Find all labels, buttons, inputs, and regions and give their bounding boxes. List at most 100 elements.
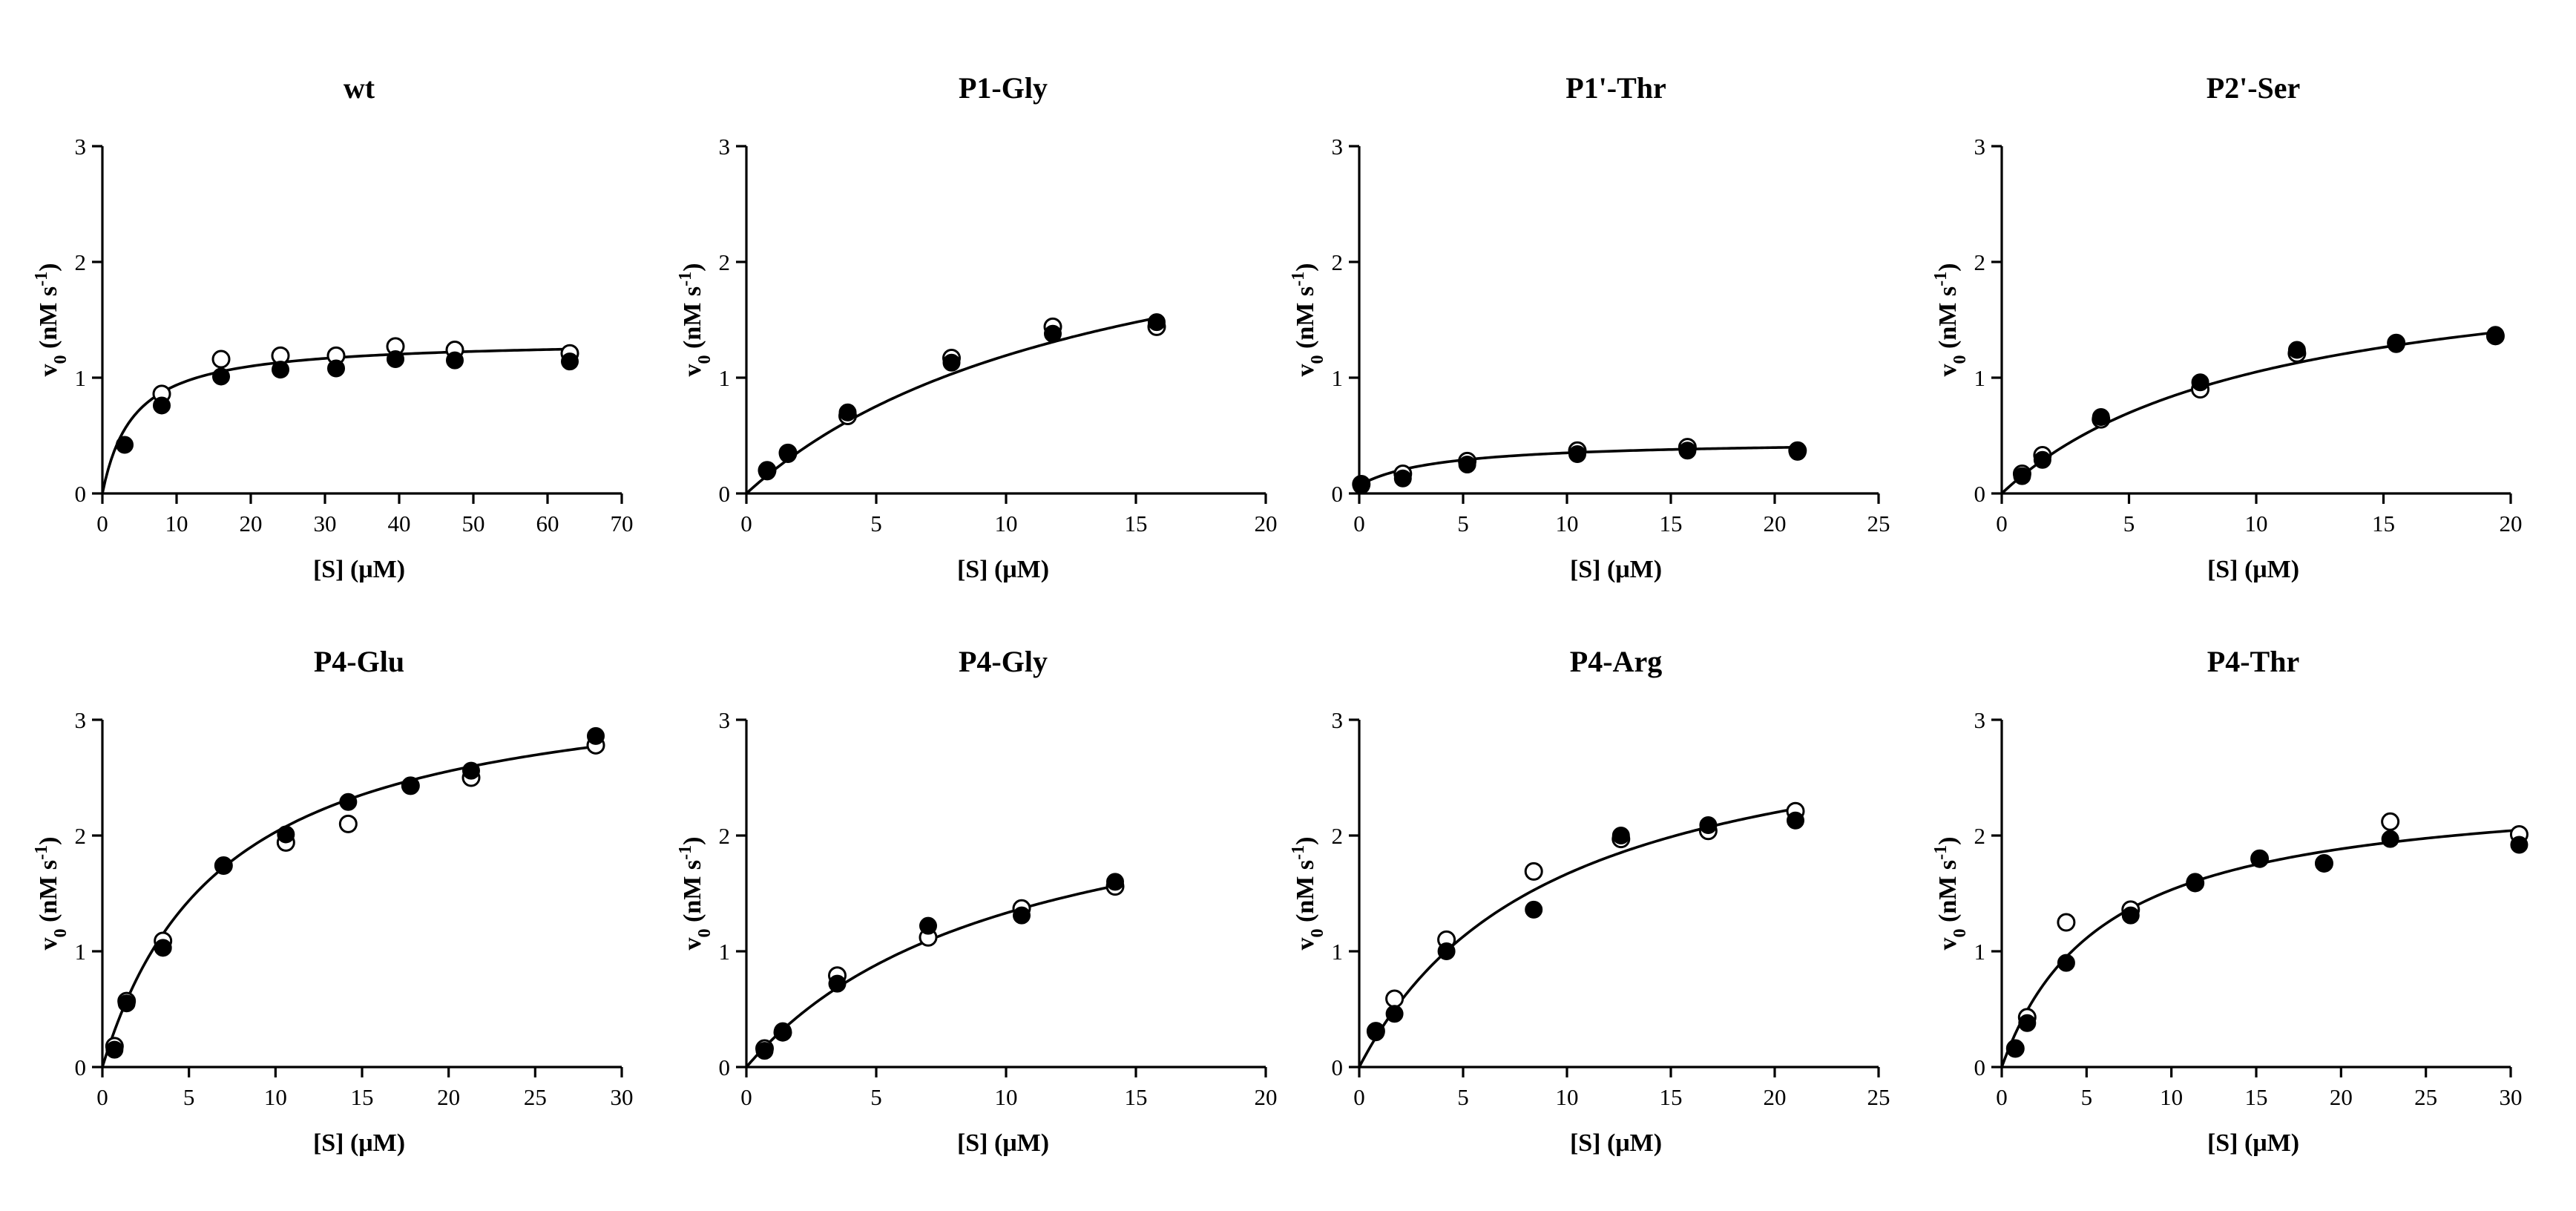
x-tick-label: 0 [96,1084,108,1110]
x-tick-label: 20 [2330,1084,2353,1110]
data-point-filled [1352,476,1370,495]
y-tick-label: 2 [1974,249,1986,275]
x-tick-label: 5 [2123,511,2135,536]
data-point-filled [272,361,289,379]
y-label-exp: -1 [676,845,695,860]
data-point-filled [1437,942,1456,960]
y-tick-label: 3 [1332,134,1344,160]
y-label-main: v [35,937,62,950]
y-label-close: ) [679,263,706,272]
y-tick-label: 0 [719,1054,731,1080]
data-point-filled [277,825,295,844]
y-label-space [1292,349,1319,355]
data-point-filled [446,351,464,370]
y-label-space [679,349,706,355]
y-label-main: v [1934,364,1962,376]
y-tick-label: 2 [719,249,731,275]
panel-title: P1-Gly [959,71,1048,105]
data-point-filled [942,353,961,372]
x-tick-label: 0 [96,511,108,536]
data-point-filled [779,444,797,463]
data-point-filled [561,352,579,371]
y-tick-label: 2 [75,249,87,275]
y-label-main: v [1292,364,1319,376]
y-label-unit: (nM s [1292,286,1319,349]
x-tick-label: 5 [183,1084,195,1110]
data-point-filled [1678,442,1697,460]
x-tick-label: 5 [2081,1084,2093,1110]
y-label-exp: -1 [676,272,695,286]
y-tick-label: 2 [1332,249,1344,275]
fit-curve [745,316,1157,495]
x-tick-label: 10 [1556,511,1579,536]
y-tick-label: 3 [75,707,87,733]
fit-curve [1358,807,1796,1068]
y-label-exp: -1 [1289,272,1308,286]
x-tick-label: 10 [1556,1084,1579,1110]
x-tick-label: 0 [1353,511,1365,536]
fit-curve [745,885,1116,1069]
y-tick-label: 3 [1974,707,1986,733]
y-label-exp: -1 [32,845,51,860]
panel-title: P4-Thr [2207,645,2299,678]
y-label-unit: (nM s [1934,286,1962,349]
y-tick-label: 1 [1974,365,1986,391]
x-tick-label: 20 [1764,511,1787,536]
data-point-filled [1699,815,1718,834]
data-point-filled [1788,442,1807,461]
x-tick-label: 10 [995,1084,1018,1110]
x-tick-label: 15 [1660,511,1683,536]
x-tick-label: 15 [2372,511,2395,536]
data-point-filled [2486,326,2505,344]
y-tick-label: 2 [719,823,731,849]
y-label-sub: 0 [51,928,70,937]
data-point-filled [1044,324,1062,343]
panel-title: wt [344,71,375,105]
data-point-filled [339,792,358,811]
y-tick-label: 2 [75,823,87,849]
y-label-space [679,922,706,929]
data-point-filled [1458,456,1476,473]
data-point-filled [1568,444,1586,463]
data-point-filled [2387,335,2405,353]
x-tick-label: 30 [611,1084,634,1110]
y-label-unit: (nM s [679,286,706,349]
y-label-close: ) [679,837,706,845]
y-label-close: ) [1934,263,1962,272]
x-tick-label: 20 [1255,511,1278,536]
y-axis-label: v0 (nM s-1) [1931,263,1970,377]
x-tick-label: 25 [1867,511,1890,536]
y-label-sub: 0 [51,355,70,364]
y-label-exp: -1 [1931,845,1951,860]
y-tick-label: 2 [1974,823,1986,849]
y-tick-label: 3 [1974,134,1986,160]
data-point-filled [387,350,404,369]
data-point-filled [2250,850,2269,868]
y-label-space [1934,922,1962,929]
y-label-main: v [679,937,706,950]
data-point-filled [828,974,847,993]
data-point-open [211,349,231,369]
y-label-space [1292,922,1319,929]
data-point-filled [2033,450,2051,469]
y-label-unit: (nM s [35,860,62,922]
data-point-filled [212,367,230,386]
y-label-exp: -1 [32,272,51,286]
x-tick-label: 25 [1867,1084,1890,1110]
y-tick-label: 1 [1332,365,1344,391]
y-tick-label: 1 [75,939,87,965]
data-point-filled [1393,469,1412,488]
y-label-sub: 0 [1308,928,1327,937]
data-point-filled [1525,900,1543,919]
x-tick-label: 20 [240,511,263,536]
y-label-close: ) [1292,263,1319,272]
data-point-filled [919,916,937,935]
data-point-filled [2121,906,2140,925]
data-point-filled [153,396,171,415]
x-tick-label: 30 [314,511,337,536]
y-label-space [1934,349,1962,355]
